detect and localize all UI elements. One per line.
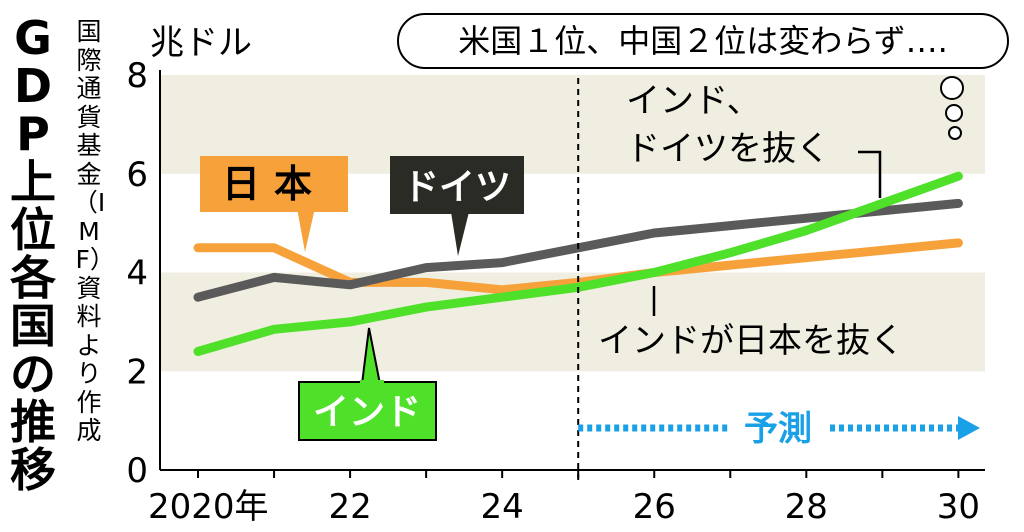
y-tick-label: 4 <box>126 254 148 294</box>
y-tick-label: 2 <box>126 352 148 392</box>
annotation-india-passes-germany: インド、 ドイツを抜く <box>626 81 882 198</box>
x-tick-label: 2020年 <box>148 487 269 527</box>
speech-bubble: 米国１位、中国２位は変わらず…. <box>397 13 1009 140</box>
forecast-label: 予測 <box>744 409 812 449</box>
thought-dot-2 <box>945 104 963 122</box>
annotation-india-passes-japan: インドが日本を抜く <box>598 286 904 361</box>
speech-bubble-text: 米国１位、中国２位は変わらず…. <box>458 22 948 60</box>
series-label-japan: 日本 <box>200 156 348 252</box>
x-tick-label: 22 <box>328 487 371 527</box>
annotation-line-2: ドイツを抜く <box>626 129 830 169</box>
series-label-japan-text: 日本 <box>222 162 326 206</box>
thought-dot-1 <box>940 76 964 100</box>
x-tick-label: 28 <box>785 487 828 527</box>
annotation-text: インドが日本を抜く <box>598 321 904 361</box>
annotation-leader-1 <box>858 150 882 198</box>
source-note: 国際通貨基金（IMF）資料より作成 <box>72 17 106 445</box>
unit-label: 兆ドル <box>150 23 252 63</box>
forecast-arrowhead <box>958 416 980 440</box>
thought-dot-3 <box>948 126 962 140</box>
x-tick-label: 26 <box>633 487 676 527</box>
chart-title: GDP上位各国の推移 <box>10 11 56 497</box>
x-tick-label: 24 <box>481 487 524 527</box>
series-label-india-text: インド <box>313 392 421 433</box>
series-line-japan <box>193 238 963 295</box>
series-label-india: インド <box>298 327 437 441</box>
forecast-marker: 予測 <box>577 78 980 480</box>
annotation-line-1: インド、 <box>626 81 761 121</box>
series-label-germany: ドイツ <box>390 156 524 256</box>
y-tick-label: 8 <box>126 56 148 96</box>
x-tick-label: 30 <box>937 487 980 527</box>
series-label-germany-text: ドイツ <box>403 167 511 208</box>
y-tick-label: 0 <box>126 451 148 491</box>
y-tick-label: 6 <box>126 155 148 195</box>
